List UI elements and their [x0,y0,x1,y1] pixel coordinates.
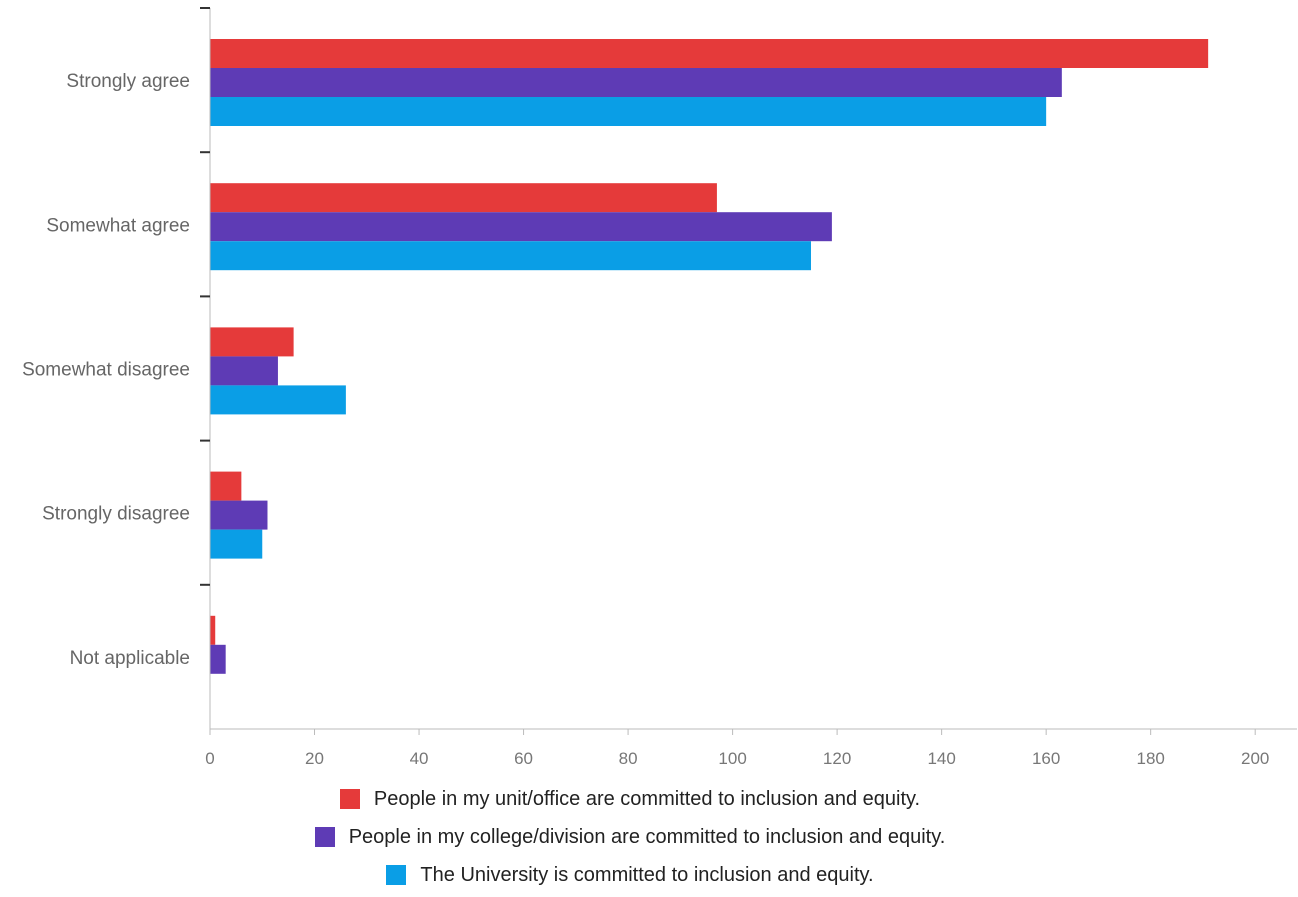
x-tick-labels: 0 20 40 60 80 100 120 140 160 180 200 [205,749,1269,768]
bar-somewhat-agree-series-2 [210,212,832,242]
bar-not-applicable-series-2 [210,644,226,674]
bar-strongly-agree-series-3 [210,97,1047,126]
x-tick-label: 40 [410,749,429,768]
bars-group [210,39,1209,674]
legend: People in my unit/office are committed t… [0,780,1260,894]
legend-item: People in my unit/office are committed t… [0,780,1260,818]
category-label: Strongly agree [66,71,190,92]
legend-label: People in my college/division are commit… [348,825,946,848]
bar-strongly-agree-series-1 [210,39,1209,68]
bar-somewhat-disagree-series-1 [210,327,294,357]
legend-swatch-college-division [314,827,335,847]
category-label: Not applicable [70,648,190,669]
legend-swatch-university [386,865,407,885]
legend-item: The University is committed to inclusion… [0,856,1260,894]
x-tick-label: 80 [619,749,638,768]
legend-label: People in my unit/office are committed t… [373,787,921,810]
category-label: Somewhat disagree [22,360,190,381]
bar-somewhat-agree-series-1 [210,183,717,213]
x-tick-label: 140 [927,749,955,768]
bar-strongly-disagree-series-2 [210,500,268,530]
category-labels: Strongly agree Somewhat agree Somewhat dis… [22,71,190,669]
bar-somewhat-disagree-series-2 [210,356,278,386]
legend-item: People in my college/division are commit… [0,818,1260,856]
x-tick-label: 20 [305,749,324,768]
bar-somewhat-agree-series-3 [210,241,811,271]
axes-group [200,7,1297,735]
bar-chart: Strongly agree Somewhat agree Somewhat dis… [22,7,1297,768]
x-tick-label: 0 [205,749,214,768]
bar-strongly-disagree-series-1 [210,471,242,501]
legend-swatch-unit-office [339,789,360,809]
category-label: Somewhat agree [46,215,190,236]
x-tick-label: 100 [718,749,746,768]
bar-not-applicable-series-1 [210,615,216,645]
x-tick-label: 120 [823,749,851,768]
bar-strongly-disagree-series-3 [210,529,263,559]
x-tick-label: 160 [1032,749,1060,768]
category-label: Strongly disagree [42,504,190,525]
x-tick-label: 200 [1241,749,1269,768]
x-tick-label: 180 [1136,749,1164,768]
bar-somewhat-disagree-series-3 [210,385,346,415]
legend-label: The University is committed to inclusion… [420,863,874,886]
bar-strongly-agree-series-2 [210,68,1062,97]
x-tick-label: 60 [514,749,533,768]
